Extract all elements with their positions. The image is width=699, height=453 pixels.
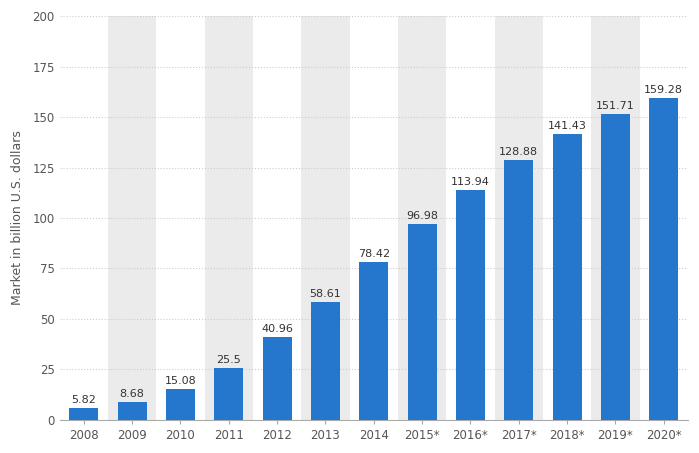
Bar [311,302,340,420]
Bar [591,16,640,420]
Bar [543,16,591,420]
Bar [350,16,398,420]
Bar [301,16,350,420]
Text: 5.82: 5.82 [71,395,96,405]
Bar [649,98,678,420]
Text: 8.68: 8.68 [120,389,145,399]
Text: 113.94: 113.94 [451,177,490,187]
Bar [495,16,543,420]
Y-axis label: Market in billion U.S. dollars: Market in billion U.S. dollars [11,130,24,305]
Bar [205,16,253,420]
Text: 128.88: 128.88 [499,147,538,157]
Text: 25.5: 25.5 [217,355,241,366]
Bar [263,337,291,420]
Bar [446,16,495,420]
Text: 15.08: 15.08 [165,376,196,386]
Text: 141.43: 141.43 [547,121,586,131]
Bar [59,16,108,420]
Bar [456,190,485,420]
Bar [117,402,147,420]
Text: 151.71: 151.71 [596,101,635,111]
Bar [69,408,99,420]
Bar [166,390,195,420]
Bar [640,16,688,420]
Bar [253,16,301,420]
Text: 159.28: 159.28 [644,85,683,95]
Bar [398,16,446,420]
Text: 40.96: 40.96 [261,324,293,334]
Text: 96.98: 96.98 [406,211,438,221]
Text: 78.42: 78.42 [358,249,390,259]
Bar [157,16,205,420]
Bar [108,16,157,420]
Text: 58.61: 58.61 [310,289,341,299]
Bar [504,160,533,420]
Bar [359,261,388,420]
Bar [553,135,582,420]
Bar [601,114,630,420]
Bar [408,224,437,420]
Bar [215,368,243,420]
